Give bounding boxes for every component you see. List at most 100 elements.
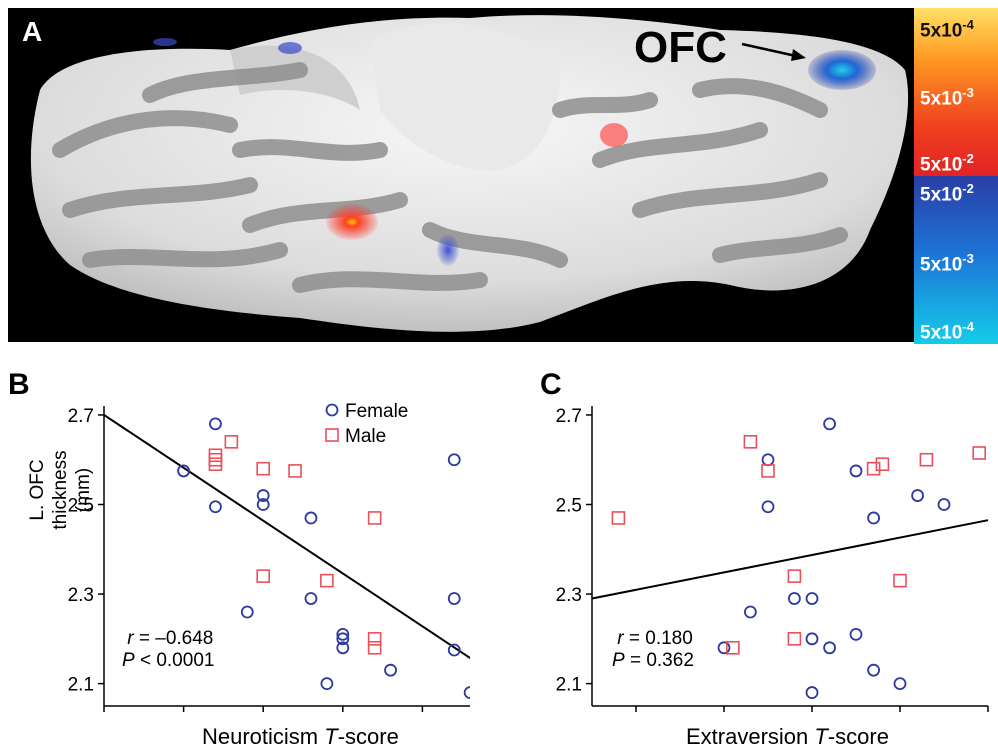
female-data-point — [304, 511, 318, 525]
female-data-point — [743, 605, 757, 619]
x-tick-label: 35 — [173, 718, 194, 720]
male-data-point — [893, 573, 907, 588]
x-tick-label: 30 — [93, 718, 114, 720]
legend-male: Male — [345, 426, 387, 447]
female-data-point — [867, 663, 881, 677]
x-tick-label: 50 — [412, 718, 433, 720]
female-data-point — [256, 498, 270, 511]
female-data-point — [384, 663, 397, 677]
colorbar-label-2: 5x10-3 — [920, 85, 974, 110]
female-data-point — [761, 453, 775, 467]
y-tick-label: 2.7 — [68, 406, 94, 427]
female-data-point — [463, 686, 470, 699]
female-data-point — [304, 592, 318, 605]
female-data-point — [761, 500, 775, 514]
female-data-point — [256, 489, 270, 502]
male-data-point — [919, 452, 934, 467]
panel-letter-b: B — [8, 368, 30, 401]
female-data-point — [805, 686, 819, 699]
colorbar-cool — [914, 176, 998, 344]
male-data-point — [761, 464, 775, 478]
stats-extraversion: r = 0.180 P = 0.362 — [612, 628, 694, 671]
legend-male-marker — [325, 428, 339, 442]
colorbar-warm — [914, 8, 998, 176]
colorbar-label-5: 5x10-3 — [920, 251, 974, 276]
colorbar-label-3: 5x10-2 — [920, 151, 974, 176]
female-data-point — [209, 417, 222, 431]
colorbar-label-6: 5x10-4 — [920, 319, 974, 344]
male-data-point — [787, 632, 802, 646]
male-data-point — [320, 573, 334, 588]
female-data-point — [447, 453, 461, 467]
ofc-label: OFC — [634, 23, 727, 72]
female-data-point — [849, 464, 863, 478]
male-data-point — [224, 435, 239, 449]
male-data-point — [743, 435, 758, 449]
female-data-point — [240, 605, 254, 619]
female-data-point — [911, 489, 925, 502]
female-data-point — [937, 498, 951, 511]
female-data-point — [336, 632, 350, 646]
female-data-point — [867, 511, 881, 525]
x-tick-label: 55 — [801, 718, 822, 720]
male-data-point — [208, 448, 223, 463]
y-tick-label: 2.3 — [68, 585, 94, 606]
y-tick-label: 2.3 — [556, 585, 582, 606]
regression-line — [103, 414, 470, 660]
male-data-point — [208, 457, 223, 472]
male-data-point — [972, 446, 987, 460]
x-tick-label: 75 — [977, 718, 998, 720]
y-tick-label: 2.1 — [556, 675, 582, 696]
male-data-point — [367, 640, 382, 655]
male-data-point — [256, 461, 271, 476]
panel-letter-c: C — [540, 368, 562, 401]
x-axis-label-neuroticism: Neuroticism T-score — [202, 724, 399, 749]
colorbar-label-4: 5x10-2 — [920, 181, 974, 206]
x-tick-label: 45 — [713, 718, 734, 720]
male-data-point — [367, 632, 382, 646]
female-data-point — [805, 632, 819, 646]
female-data-point — [177, 464, 191, 478]
x-tick-label: 35 — [625, 718, 646, 720]
x-tick-label: 65 — [889, 718, 910, 720]
legend-female: Female — [345, 401, 409, 422]
female-data-point — [336, 641, 350, 655]
y-axis-label: L. OFC thickness (mm) — [27, 450, 94, 530]
legend-female-marker — [325, 403, 339, 417]
female-data-point — [823, 641, 837, 655]
female-data-point — [209, 500, 222, 514]
female-data-point — [336, 627, 350, 641]
y-tick-label: 2.5 — [68, 496, 94, 517]
male-data-point — [875, 457, 890, 472]
male-data-point — [208, 452, 223, 467]
ofc-arrow — [741, 42, 797, 58]
y-tick-label: 2.7 — [556, 406, 582, 427]
female-data-point — [805, 592, 819, 605]
female-data-point — [823, 417, 837, 431]
x-axis-label-extraversion: Extraversion T-score — [686, 724, 889, 749]
female-data-point — [893, 677, 907, 691]
female-data-point — [849, 627, 863, 641]
female-data-point — [717, 641, 731, 655]
male-data-point — [256, 569, 271, 583]
female-data-point — [447, 643, 461, 657]
x-tick-label: 45 — [332, 718, 353, 720]
scatter-chart-neuroticism: 2.12.32.52.7303540455055 — [68, 403, 470, 720]
male-data-point — [726, 640, 740, 655]
panel-letter-a: A — [22, 16, 43, 47]
female-data-point — [787, 592, 801, 605]
colorbar-label-1: 5x10-4 — [920, 17, 974, 42]
male-data-point — [367, 511, 382, 525]
female-data-point — [447, 592, 461, 605]
regression-line — [591, 519, 989, 600]
x-tick-label: 40 — [253, 718, 274, 720]
y-tick-label: 2.1 — [68, 675, 94, 696]
brain-surface-image — [8, 8, 998, 344]
female-data-point — [320, 677, 334, 691]
male-data-point — [866, 461, 881, 476]
stats-neuroticism: r = –0.648 P < 0.0001 — [122, 628, 215, 671]
male-data-point — [288, 464, 302, 478]
male-data-point — [611, 511, 626, 525]
male-data-point — [787, 569, 802, 583]
y-tick-label: 2.5 — [556, 496, 582, 517]
